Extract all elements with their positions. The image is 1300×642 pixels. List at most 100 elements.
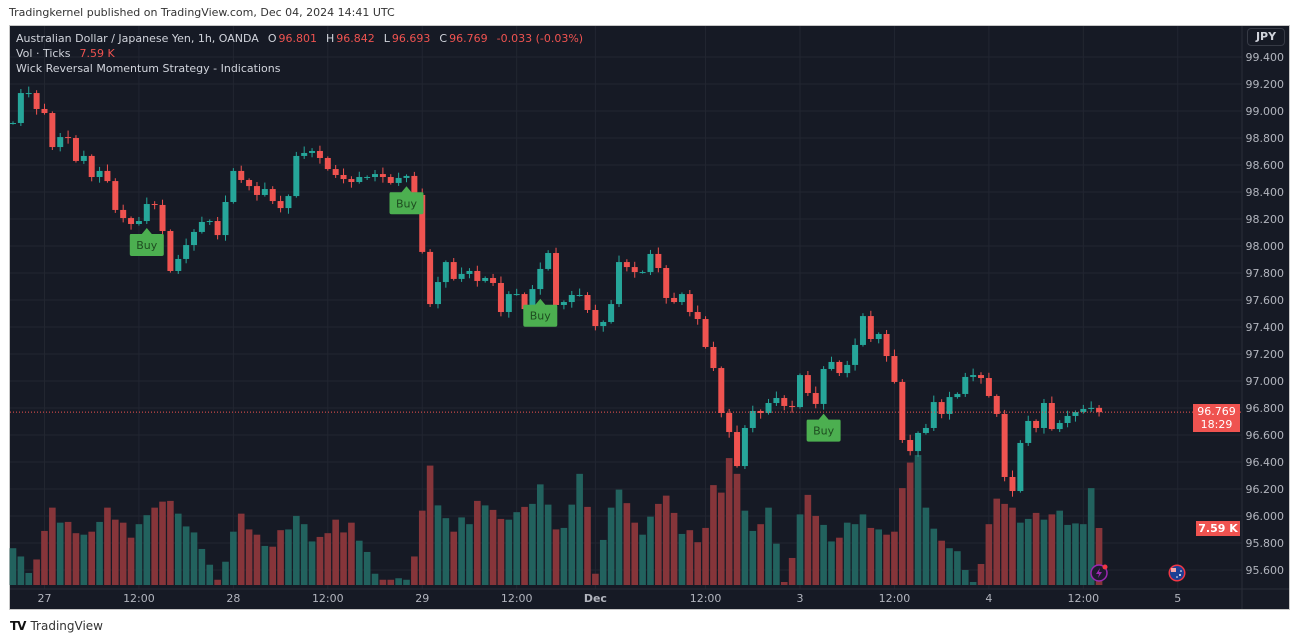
candle[interactable] <box>1017 440 1024 493</box>
candle[interactable] <box>65 130 72 144</box>
candle[interactable] <box>1001 409 1008 482</box>
candle[interactable] <box>757 409 764 419</box>
candle[interactable] <box>545 250 552 271</box>
candle[interactable] <box>238 165 245 183</box>
candle[interactable] <box>175 254 182 274</box>
candle[interactable] <box>1056 420 1063 433</box>
candle[interactable] <box>387 174 394 185</box>
candle[interactable] <box>962 372 969 397</box>
candle[interactable] <box>222 195 229 241</box>
candle[interactable] <box>324 156 331 171</box>
candle[interactable] <box>576 288 583 297</box>
candle[interactable] <box>1025 415 1032 446</box>
candle[interactable] <box>820 366 827 410</box>
tradingview-brand[interactable]: TV TradingView <box>10 619 103 633</box>
candle[interactable] <box>450 258 457 281</box>
candle[interactable] <box>749 405 756 433</box>
candle[interactable] <box>789 400 796 413</box>
candle[interactable] <box>741 425 748 470</box>
candle[interactable] <box>364 175 371 180</box>
candle[interactable] <box>836 360 843 377</box>
candle[interactable] <box>253 182 260 201</box>
candle[interactable] <box>702 316 709 349</box>
candle[interactable] <box>875 332 882 344</box>
candle[interactable] <box>1064 410 1071 428</box>
candle[interactable] <box>434 276 441 309</box>
candle[interactable] <box>765 398 772 415</box>
candle[interactable] <box>978 372 985 384</box>
candle[interactable] <box>57 133 64 152</box>
candle[interactable] <box>33 90 40 115</box>
candle[interactable] <box>1033 419 1040 433</box>
candle[interactable] <box>261 182 268 197</box>
candle[interactable] <box>206 219 213 225</box>
candle[interactable] <box>403 174 410 183</box>
candle[interactable] <box>112 178 119 213</box>
candle[interactable] <box>230 168 237 204</box>
candle[interactable] <box>600 320 607 332</box>
candle[interactable] <box>686 290 693 317</box>
candle[interactable] <box>49 111 56 151</box>
candle[interactable] <box>80 150 87 164</box>
candle[interactable] <box>623 259 630 272</box>
candle[interactable] <box>379 167 386 183</box>
candle[interactable] <box>191 229 198 251</box>
candle[interactable] <box>442 260 449 288</box>
candle[interactable] <box>10 121 16 125</box>
candle[interactable] <box>332 165 339 178</box>
candle[interactable] <box>930 395 937 431</box>
candle[interactable] <box>128 216 135 230</box>
candle[interactable] <box>1040 398 1047 434</box>
candle[interactable] <box>167 229 174 273</box>
candle[interactable] <box>663 265 670 304</box>
candle[interactable] <box>812 386 819 409</box>
candle[interactable] <box>985 372 992 398</box>
candle[interactable] <box>678 292 685 305</box>
candle[interactable] <box>1009 470 1016 497</box>
candle[interactable] <box>584 292 591 313</box>
candle[interactable] <box>301 146 308 159</box>
candle[interactable] <box>553 247 560 308</box>
candle[interactable] <box>867 310 874 342</box>
candle[interactable] <box>938 399 945 419</box>
candle[interactable] <box>159 199 166 237</box>
candle[interactable] <box>852 338 859 371</box>
candle[interactable] <box>466 268 473 279</box>
volume-label[interactable]: Vol · Ticks <box>16 47 71 60</box>
candle[interactable] <box>560 300 567 310</box>
candle[interactable] <box>285 194 292 214</box>
chart-pane[interactable] <box>9 25 1290 610</box>
candle[interactable] <box>907 434 914 456</box>
candle[interactable] <box>718 366 725 418</box>
candle[interactable] <box>277 195 284 213</box>
candle[interactable] <box>135 216 142 226</box>
candle[interactable] <box>395 172 402 186</box>
candle[interactable] <box>41 103 48 115</box>
candle[interactable] <box>143 197 150 224</box>
candle[interactable] <box>631 261 638 278</box>
candle[interactable] <box>348 176 355 188</box>
candle[interactable] <box>1096 405 1103 417</box>
candle[interactable] <box>922 423 929 435</box>
candle[interactable] <box>104 164 111 183</box>
candle[interactable] <box>899 379 906 443</box>
candle[interactable] <box>246 178 253 191</box>
candle[interactable] <box>608 300 615 324</box>
candle[interactable] <box>309 148 316 158</box>
currency-button[interactable]: JPY <box>1247 28 1285 46</box>
candle[interactable] <box>505 291 512 318</box>
symbol-name[interactable]: Australian Dollar / Japanese Yen, 1h, OA… <box>16 32 259 45</box>
candle[interactable] <box>372 169 379 182</box>
candle[interactable] <box>954 392 961 399</box>
candle[interactable] <box>844 360 851 378</box>
candle[interactable] <box>17 88 24 126</box>
candle[interactable] <box>639 270 646 274</box>
candle[interactable] <box>151 201 158 210</box>
candle[interactable] <box>474 265 481 287</box>
candle[interactable] <box>482 276 489 283</box>
candle[interactable] <box>568 290 575 308</box>
candle[interactable] <box>356 171 363 184</box>
candle[interactable] <box>537 262 544 295</box>
candle[interactable] <box>183 238 190 264</box>
